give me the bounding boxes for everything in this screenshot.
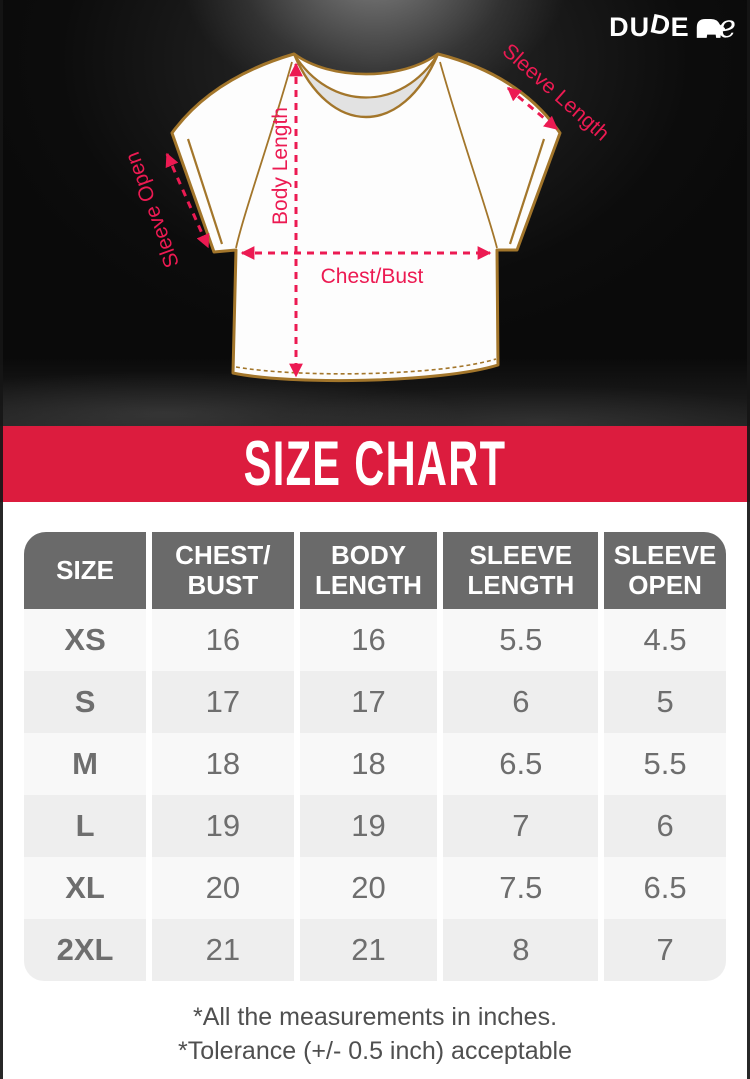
size-cell: XL <box>24 857 147 919</box>
value-cell: 6 <box>437 671 599 733</box>
table-row-xs: XS 16 16 5.5 4.5 <box>24 609 726 671</box>
value-cell: 19 <box>146 795 294 857</box>
header-line: SLEEVE <box>613 540 717 571</box>
value-cell: 20 <box>146 857 294 919</box>
footnote-units: *All the measurements in inches. <box>192 1003 558 1031</box>
header-line: SIZE <box>56 554 114 585</box>
header-row: SIZE CHEST/ BUST BODY LENGTH SLEEVE LENG… <box>24 532 726 609</box>
collar-back-panel <box>292 52 440 99</box>
footnote-tolerance: *Tolerance (+/- 0.5 inch) acceptable <box>178 1037 572 1065</box>
header-line: LENGTH <box>467 569 575 600</box>
brand-logo: D U D E e <box>609 8 738 46</box>
tshirt-measurement-diagram: Body Length Chest/Bust Sleeve Open Sleev… <box>121 39 614 383</box>
value-cell: 4.5 <box>598 609 726 671</box>
brand-letter: D <box>609 12 630 42</box>
header-line: CHEST/ <box>175 540 271 571</box>
page-border-left <box>0 0 3 1079</box>
size-table: SIZE CHEST/ BUST BODY LENGTH SLEEVE LENG… <box>24 532 726 981</box>
size-cell: S <box>24 671 147 733</box>
body-length-label: Body Length <box>269 107 292 225</box>
elephant-icon <box>696 19 725 38</box>
sleeve-length-arrow <box>506 86 559 131</box>
value-cell: 6.5 <box>598 857 726 919</box>
table-row-m: M 18 18 6.5 5.5 <box>24 733 726 795</box>
size-cell: L <box>24 795 147 857</box>
value-cell: 6.5 <box>437 733 599 795</box>
size-cell: 2XL <box>24 919 147 981</box>
brand-letter: U <box>629 12 651 42</box>
seam-line-right <box>439 61 498 249</box>
table-row-xl: XL 20 20 7.5 6.5 <box>24 857 726 919</box>
value-cell: 8 <box>437 919 599 981</box>
value-cell: 7 <box>437 795 599 857</box>
value-cell: 19 <box>293 795 438 857</box>
seam-line-left <box>235 61 293 249</box>
value-cell: 20 <box>293 857 438 919</box>
brand-letter-script: e <box>715 8 738 46</box>
size-table-section: SIZE CHEST/ BUST BODY LENGTH SLEEVE LENG… <box>0 502 750 1067</box>
header-line: SLEEVE <box>469 540 573 571</box>
col-header-body-length: BODY LENGTH <box>293 532 438 609</box>
header-line: LENGTH <box>315 569 422 600</box>
sleeve-open-arrow <box>165 152 210 249</box>
value-cell: 21 <box>146 919 294 981</box>
header-line: BODY <box>330 540 407 571</box>
table-row-2xl: 2XL 21 21 8 7 <box>24 919 726 981</box>
value-cell: 6 <box>598 795 726 857</box>
table-row-s: S 17 17 6 5 <box>24 671 726 733</box>
value-cell: 16 <box>146 609 294 671</box>
banner-title: SIZE CHART <box>243 428 507 499</box>
value-cell: 5.5 <box>437 609 599 671</box>
col-header-sleeve-length: SLEEVE LENGTH <box>437 532 599 609</box>
size-cell: XS <box>24 609 147 671</box>
value-cell: 5.5 <box>598 733 726 795</box>
table-row-l: L 19 19 7 6 <box>24 795 726 857</box>
value-cell: 17 <box>293 671 438 733</box>
value-cell: 17 <box>146 671 294 733</box>
col-header-chest-bust: CHEST/ BUST <box>146 532 294 609</box>
header-line: BUST <box>187 569 259 600</box>
value-cell: 16 <box>293 609 438 671</box>
hero-section: D U D E e <box>0 0 750 426</box>
brand-letter: E <box>670 12 690 42</box>
value-cell: 7.5 <box>437 857 599 919</box>
col-header-size: SIZE <box>24 532 147 609</box>
value-cell: 7 <box>598 919 726 981</box>
header-line: OPEN <box>628 569 702 600</box>
chest-bust-label: Chest/Bust <box>321 265 424 288</box>
value-cell: 5 <box>598 671 726 733</box>
sleeve-cuff-line-right <box>508 138 546 245</box>
value-cell: 18 <box>146 733 294 795</box>
page-border-right <box>747 0 750 1079</box>
hem-stitch-line <box>235 358 497 375</box>
size-chart-banner: SIZE CHART <box>0 426 750 502</box>
col-header-sleeve-open: SLEEVE OPEN <box>598 532 726 609</box>
size-cell: M <box>24 733 147 795</box>
footnotes: *All the measurements in inches. *Tolera… <box>24 1001 726 1067</box>
sleeve-open-label: Sleeve Open <box>121 149 184 271</box>
value-cell: 21 <box>293 919 438 981</box>
value-cell: 18 <box>293 733 438 795</box>
